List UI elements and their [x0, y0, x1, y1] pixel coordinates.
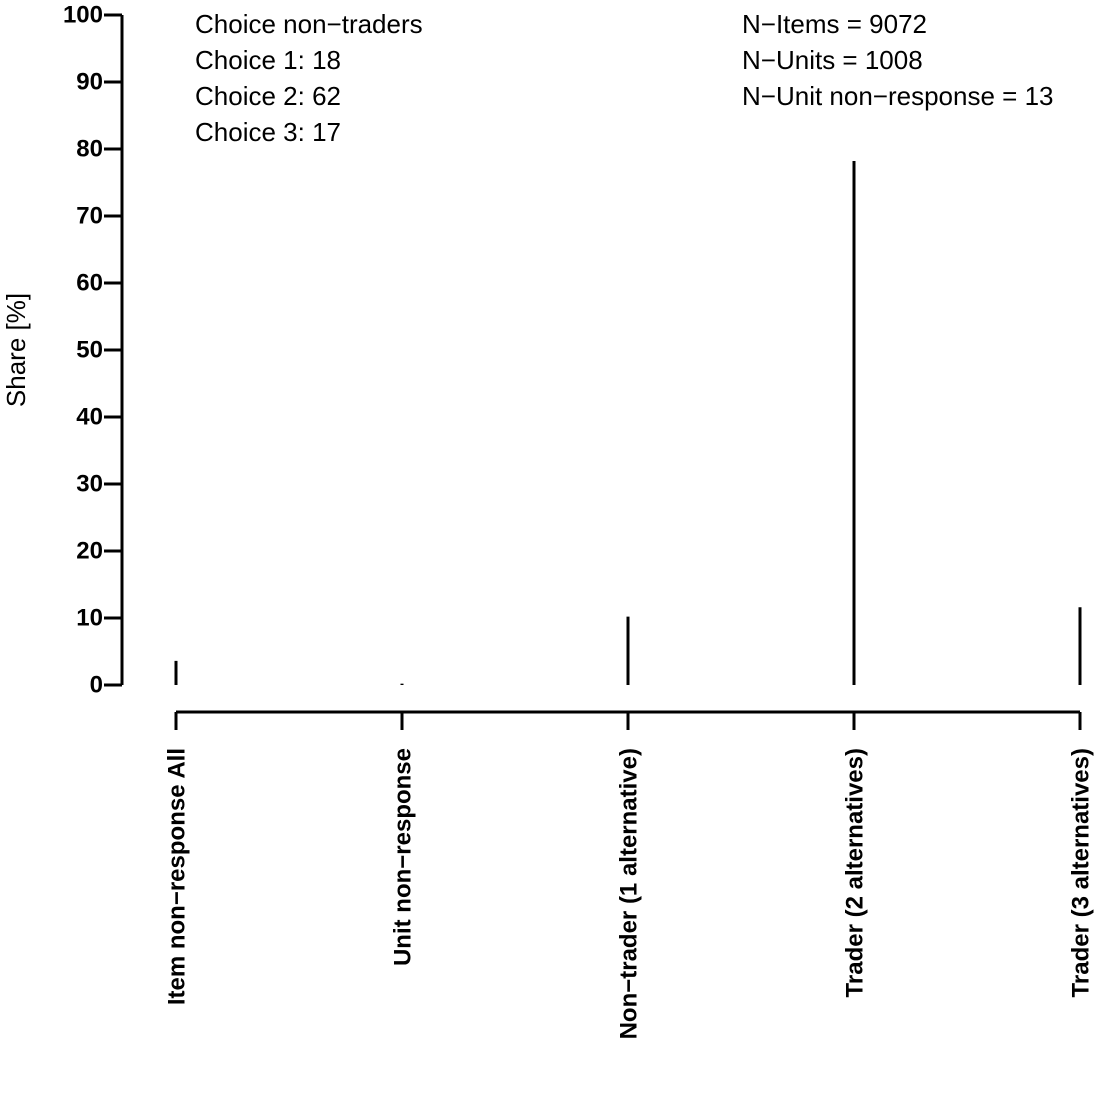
y-tick-label: 40 [76, 403, 103, 430]
annotation: Choice 2: 62 [195, 81, 341, 111]
annotation: N−Items = 9072 [742, 9, 927, 39]
y-tick-label: 20 [76, 537, 103, 564]
y-tick-label: 0 [90, 671, 103, 698]
annotation: N−Units = 1008 [742, 45, 923, 75]
y-tick-label: 10 [76, 604, 103, 631]
y-tick-label: 90 [76, 68, 103, 95]
annotation: Choice non−traders [195, 9, 423, 39]
x-tick-label: Item non−response All [163, 748, 190, 1005]
x-tick-label: Trader (2 alternatives) [841, 748, 868, 997]
y-axis-label: Share [%] [1, 293, 31, 407]
y-tick-label: 80 [76, 135, 103, 162]
y-tick-label: 50 [76, 336, 103, 363]
y-tick-label: 60 [76, 269, 103, 296]
y-tick-label: 30 [76, 470, 103, 497]
annotation: N−Unit non−response = 13 [742, 81, 1054, 111]
y-tick-label: 70 [76, 202, 103, 229]
x-tick-label: Unit non−response [389, 748, 416, 966]
annotation: Choice 3: 17 [195, 117, 341, 147]
annotation: Choice 1: 18 [195, 45, 341, 75]
y-tick-label: 100 [63, 1, 103, 28]
x-tick-label: Trader (3 alternatives) [1067, 748, 1094, 997]
x-tick-label: Non−trader (1 alternative) [615, 748, 642, 1039]
